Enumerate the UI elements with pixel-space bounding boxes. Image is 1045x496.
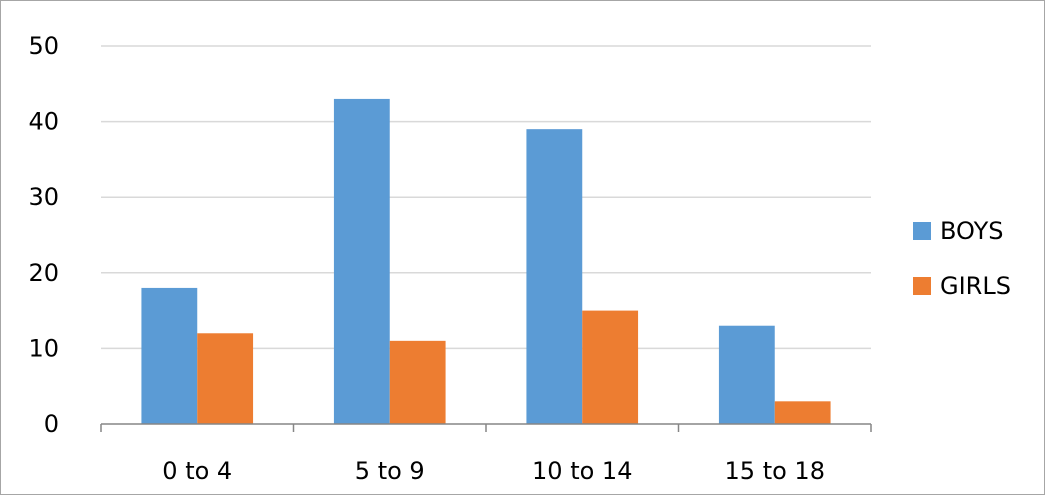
x-tick-label: 15 to 18 bbox=[725, 457, 825, 485]
bar-boys bbox=[141, 287, 198, 424]
bar-girls bbox=[774, 401, 831, 424]
bar-boys bbox=[718, 325, 775, 424]
y-axis-ticks: 0 10 20 30 40 50 bbox=[28, 32, 59, 438]
bar-boys bbox=[526, 129, 583, 424]
legend-label-boys: BOYS bbox=[940, 217, 1004, 245]
y-tick-label: 20 bbox=[28, 259, 59, 287]
bars bbox=[141, 98, 831, 425]
legend-swatch-girls bbox=[913, 277, 931, 295]
x-axis-ticks: 0 to 4 5 to 9 10 to 14 15 to 18 bbox=[162, 457, 825, 485]
x-tick-label: 0 to 4 bbox=[162, 457, 232, 485]
x-tick-label: 5 to 9 bbox=[355, 457, 425, 485]
gridlines bbox=[101, 45, 871, 350]
bar-girls bbox=[582, 310, 639, 424]
bar-girls bbox=[389, 340, 446, 424]
y-tick-label: 40 bbox=[28, 108, 59, 136]
bar-girls bbox=[197, 333, 254, 424]
legend-label-girls: GIRLS bbox=[940, 272, 1011, 300]
bar-boys bbox=[333, 98, 390, 425]
y-tick-label: 0 bbox=[44, 410, 59, 438]
y-tick-label: 10 bbox=[28, 334, 59, 362]
x-tick-label: 10 to 14 bbox=[532, 457, 632, 485]
legend: BOYS GIRLS bbox=[913, 217, 1011, 300]
y-tick-label: 50 bbox=[28, 32, 59, 60]
legend-swatch-boys bbox=[913, 222, 931, 240]
axes bbox=[100, 423, 872, 432]
y-tick-label: 30 bbox=[28, 183, 59, 211]
